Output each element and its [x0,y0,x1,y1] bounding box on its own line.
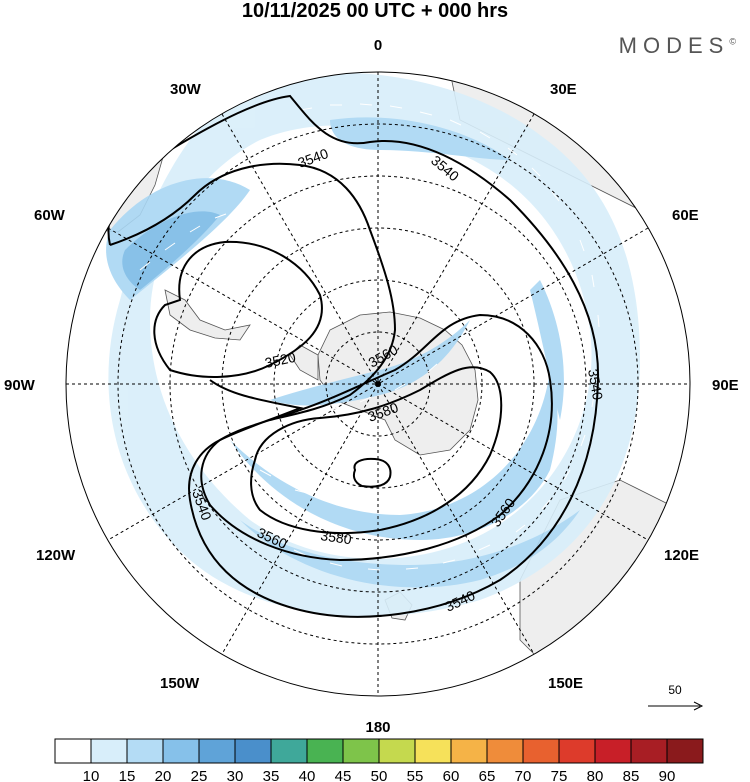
colorbar-swatch [378,738,416,764]
contour-3580-closed [352,457,392,488]
colorbar-label: 70 [515,768,532,782]
colorbar-label: 75 [551,768,568,782]
colorbar-label: 25 [191,768,208,782]
brand-mark: © [729,36,736,47]
colorbar-label: 80 [587,768,604,782]
meridian-30e-150w [221,113,535,655]
meridian-60e-120w [107,227,649,541]
colorbar-swatch [306,738,344,764]
lon-label: 90E [712,377,739,394]
lon-label: 60E [672,207,699,224]
lon-label: 90W [4,377,36,394]
arrowhead-icon [693,701,704,711]
chart-title: 10/11/2025 00 UTC + 000 hrs [241,0,509,22]
wind-reference-vector: 50 [648,683,704,711]
land-south-america-tip [164,289,251,341]
meridian-30w-150e [221,113,535,655]
contour-3520 [153,240,323,378]
lon-label: 150E [548,675,583,692]
wind-speed-shading [106,72,641,617]
contour-label: 3580 [320,527,353,547]
lon-label: 30W [170,81,202,98]
graticule [66,72,690,696]
colorbar-swatch [54,738,92,764]
reference-vector-label: 50 [668,683,682,697]
contour-3580 [250,366,503,535]
lon-label: 150W [160,675,200,692]
colorbar-swatch [90,738,128,764]
colorbar-swatch [522,738,560,764]
colorbar-swatch [126,738,164,764]
colorbar: 10 15 20 25 30 35 40 45 50 55 60 65 70 75 80 85 90 [54,738,704,782]
colorbar-swatch [234,738,272,764]
colorbar-swatch [558,738,596,764]
land-antarctic-peninsula [289,344,319,381]
colorbar-label: 35 [263,768,280,782]
colorbar-label: 90 [659,768,676,782]
map-border [65,71,691,697]
colorbar-label: 40 [299,768,316,782]
longitude-labels: 0 30E 60E 90E 120E 150E 180 150W 120W 90… [4,37,739,736]
colorbar-swatch [198,738,236,764]
colorbar-swatch [486,738,524,764]
contour-label: 3520 [263,349,297,371]
colorbar-label: 15 [119,768,136,782]
contour-label: 3540 [585,368,606,402]
colorbar-label: 20 [155,768,172,782]
colorbar-swatch [162,738,200,764]
lon-label: 120W [36,547,76,564]
lon-label: 30E [550,81,577,98]
colorbar-label: 85 [623,768,640,782]
brand-logo: MODES© [619,33,736,59]
colorbar-label: 55 [407,768,424,782]
contour-3540 [107,94,600,618]
colorbar-swatch [450,738,488,764]
contour-3560 [200,313,553,562]
brand-text: MODES [618,33,730,58]
lon-label: 60W [34,207,66,224]
colorbar-swatch [270,738,308,764]
colorbar-label: 65 [479,768,496,782]
lon-label: 120E [664,547,699,564]
pole-marker [375,381,381,387]
colorbar-swatch [666,738,704,764]
lon-label: 0 [374,37,382,54]
colorbar-swatch [594,738,632,764]
colorbar-label: 30 [227,768,244,782]
contour-3540-north [209,379,304,441]
colorbar-label: 10 [83,768,100,782]
colorbar-label: 45 [335,768,352,782]
map-disk: 3540 3540 3540 3540 3540 3520 3560 3560 … [66,72,690,696]
colorbar-swatch [630,738,668,764]
contour-3540-west [109,162,397,421]
lon-label: 180 [365,719,390,736]
contour-label: 3540 [428,152,462,184]
height-contours [107,94,600,618]
colorbar-label: 60 [443,768,460,782]
colorbar-swatch [414,738,452,764]
colorbar-swatch [342,738,380,764]
meridian-60w-120e [107,227,649,541]
colorbar-label: 50 [371,768,388,782]
